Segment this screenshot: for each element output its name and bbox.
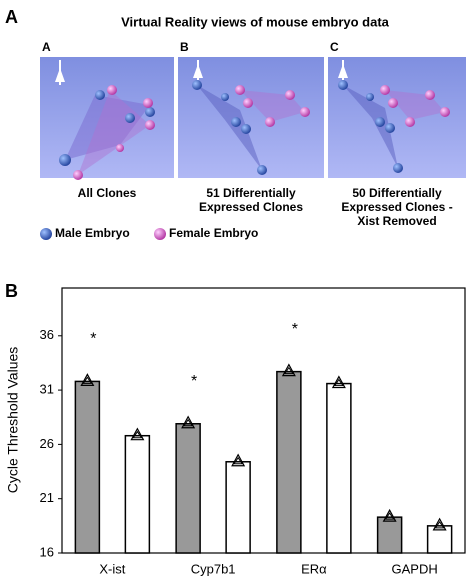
replicate-marker (132, 430, 143, 439)
replicate-marker (434, 520, 445, 529)
view-caption: 51 Differentially (206, 186, 296, 200)
replicate-marker (130, 427, 145, 441)
bar (225, 461, 251, 554)
view-caption: Expressed Clones (199, 200, 303, 214)
bar (175, 423, 201, 554)
y-tick-label: 26 (40, 436, 54, 451)
replicate-marker (382, 508, 397, 522)
bar (376, 516, 403, 554)
plot-frame (61, 287, 466, 554)
panel-label: B (5, 281, 18, 301)
replicate-marker (82, 376, 93, 384)
legend-swatch (40, 228, 52, 240)
view-caption: All Clones (78, 186, 137, 200)
bar (326, 382, 352, 554)
y-tick-label: 31 (40, 382, 54, 397)
replicate-marker (80, 373, 95, 387)
y-axis-label: Cycle Threshold Values (5, 347, 21, 494)
bar (74, 380, 101, 554)
y-tick-label: 36 (40, 327, 54, 342)
vr-view (178, 57, 324, 178)
bar (124, 434, 151, 554)
replicate-marker (233, 456, 244, 465)
view-caption: Expressed Clones - (341, 200, 452, 214)
y-tick-label: 16 (40, 544, 54, 559)
significance-label: * (292, 321, 298, 338)
legend-label: Male Embryo (55, 226, 130, 240)
significance-label: * (90, 331, 96, 348)
vr-view (40, 57, 174, 180)
replicate-marker (183, 418, 194, 427)
view-caption: Xist Removed (357, 214, 436, 228)
legend-label: Female Embryo (169, 226, 258, 240)
view-caption: 50 Differentially (352, 186, 442, 200)
replicate-marker (333, 378, 344, 387)
replicate-marker (384, 512, 395, 520)
vr-view (328, 57, 466, 178)
legend-swatch (154, 228, 166, 240)
replicate-marker (331, 375, 346, 389)
panel-label: A (5, 7, 18, 27)
x-tick-label: ERα (301, 561, 327, 576)
replicate-marker (281, 363, 296, 377)
x-tick-label: X-ist (99, 561, 125, 576)
view-label: A (42, 40, 51, 54)
view-label: B (180, 40, 189, 54)
significance-label: * (191, 373, 197, 390)
replicate-marker (181, 415, 196, 429)
x-tick-label: GAPDH (392, 561, 438, 576)
replicate-marker (432, 517, 447, 531)
x-tick-label: Cyp7b1 (191, 561, 236, 576)
replicate-marker (231, 453, 246, 467)
panel-title: Virtual Reality views of mouse embryo da… (121, 14, 390, 29)
view-label: C (330, 40, 339, 54)
bar (276, 370, 302, 554)
y-tick-label: 21 (40, 490, 54, 505)
replicate-marker (283, 366, 294, 375)
